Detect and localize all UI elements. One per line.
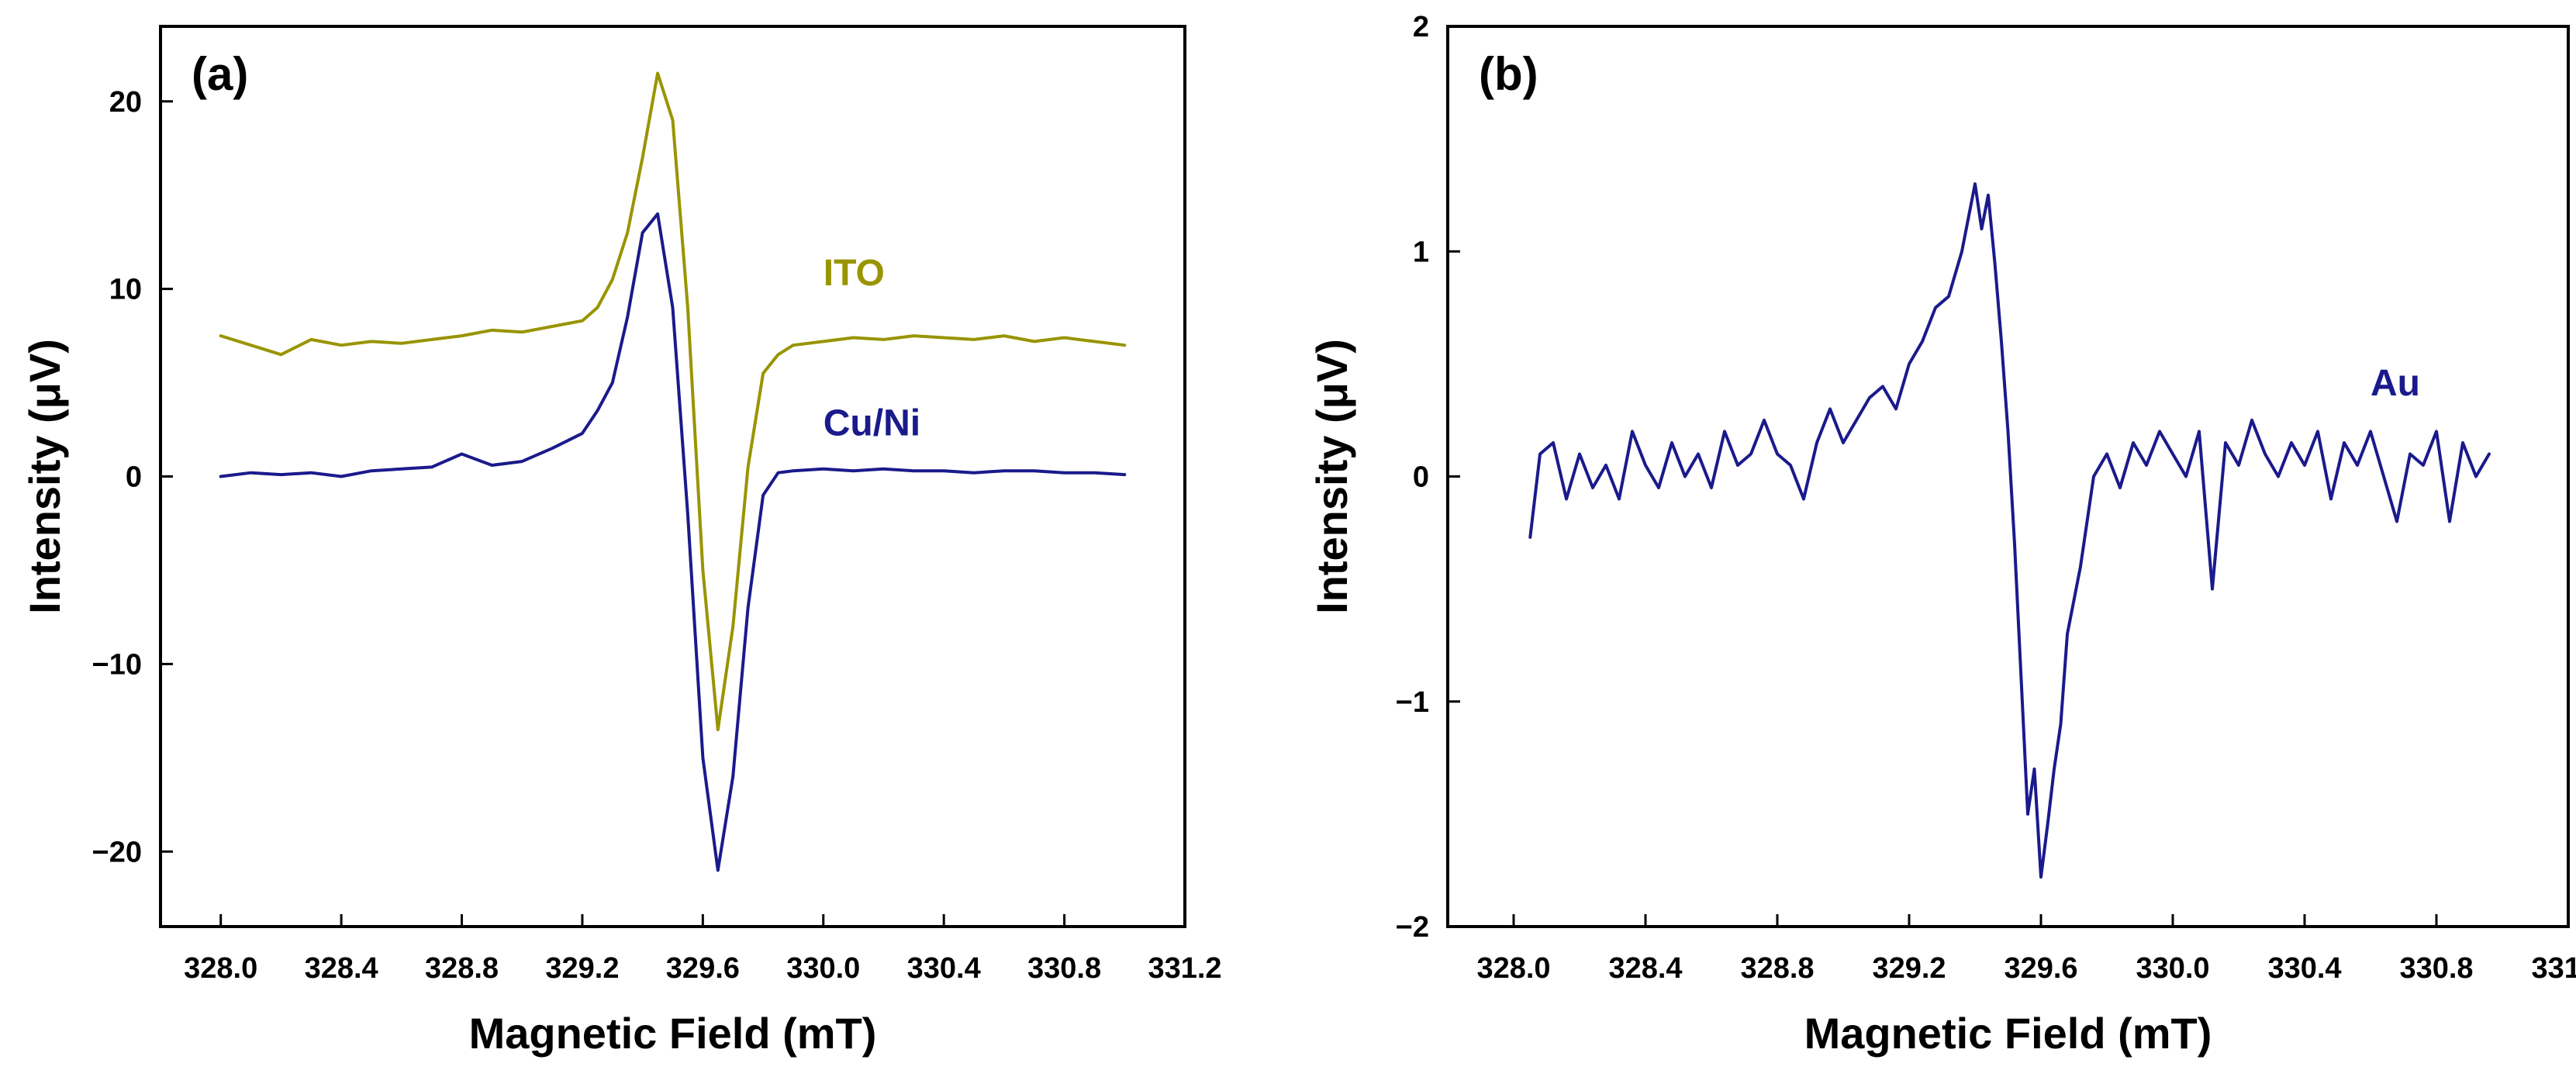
series-line-cu-ni: [219, 212, 1127, 872]
y-axis-title: Intensity (μV): [1307, 339, 1356, 614]
x-axis-title: Magnetic Field (mT): [469, 1009, 877, 1058]
x-axis-title: Magnetic Field (mT): [1804, 1009, 2212, 1058]
x-tick-label: 329.2: [1872, 952, 1946, 985]
y-tick-label: 0: [126, 461, 142, 494]
x-tick-label: 328.0: [184, 952, 257, 985]
x-tick-label: 328.4: [1608, 952, 1682, 985]
series-line-au: [1528, 182, 2491, 879]
x-tick-label: 329.6: [666, 952, 740, 985]
x-tick-label: 330.0: [2136, 952, 2209, 985]
x-tick-label: 330.4: [2267, 952, 2341, 985]
series-label: ITO: [824, 253, 885, 294]
x-tick-label: 328.4: [305, 952, 378, 985]
y-tick-label: 0: [1413, 461, 1429, 494]
plot-frame: [1446, 25, 2570, 928]
panel-b: 328.0 328.4 328.8 329.2 329.6 330.0 330.4 330.8…: [1307, 11, 2576, 1058]
plot-frame: [159, 25, 1186, 928]
x-tick-label: 328.0: [1476, 952, 1550, 985]
x-tick-label: 331.2: [1148, 952, 1221, 985]
y-tick-label: 2: [1413, 11, 1429, 43]
y-tick-label: 20: [109, 86, 142, 119]
series-label: Au: [2371, 363, 2420, 404]
y-tick-label: −10: [92, 648, 142, 681]
y-axis-title: Intensity (μV): [20, 339, 69, 614]
series-line-ito: [219, 71, 1127, 731]
x-tick-label: 328.8: [425, 952, 499, 985]
panel-a: 328.0 328.4 328.8 329.2 329.6 330.0 330.4 330.8…: [20, 25, 1222, 1058]
y-tick-label: 10: [109, 274, 142, 306]
y-tick-label: 1: [1413, 236, 1429, 268]
x-tick-label: 329.6: [2004, 952, 2077, 985]
x-tick-label: 330.8: [2399, 952, 2473, 985]
x-tick-label: 330.4: [907, 952, 981, 985]
series-label: Cu/Ni: [824, 402, 920, 444]
y-tick-label: −2: [1396, 911, 1429, 944]
x-tick-label: 328.8: [1740, 952, 1814, 985]
x-tick-label: 331.2: [2531, 952, 2576, 985]
x-tick-label: 330.0: [786, 952, 860, 985]
y-tick-label: −1: [1396, 686, 1429, 719]
panel-label: (a): [192, 48, 248, 100]
x-tick-label: 329.2: [545, 952, 619, 985]
y-tick-label: −20: [92, 836, 142, 868]
panel-label: (b): [1479, 48, 1538, 100]
x-tick-label: 330.8: [1027, 952, 1101, 985]
